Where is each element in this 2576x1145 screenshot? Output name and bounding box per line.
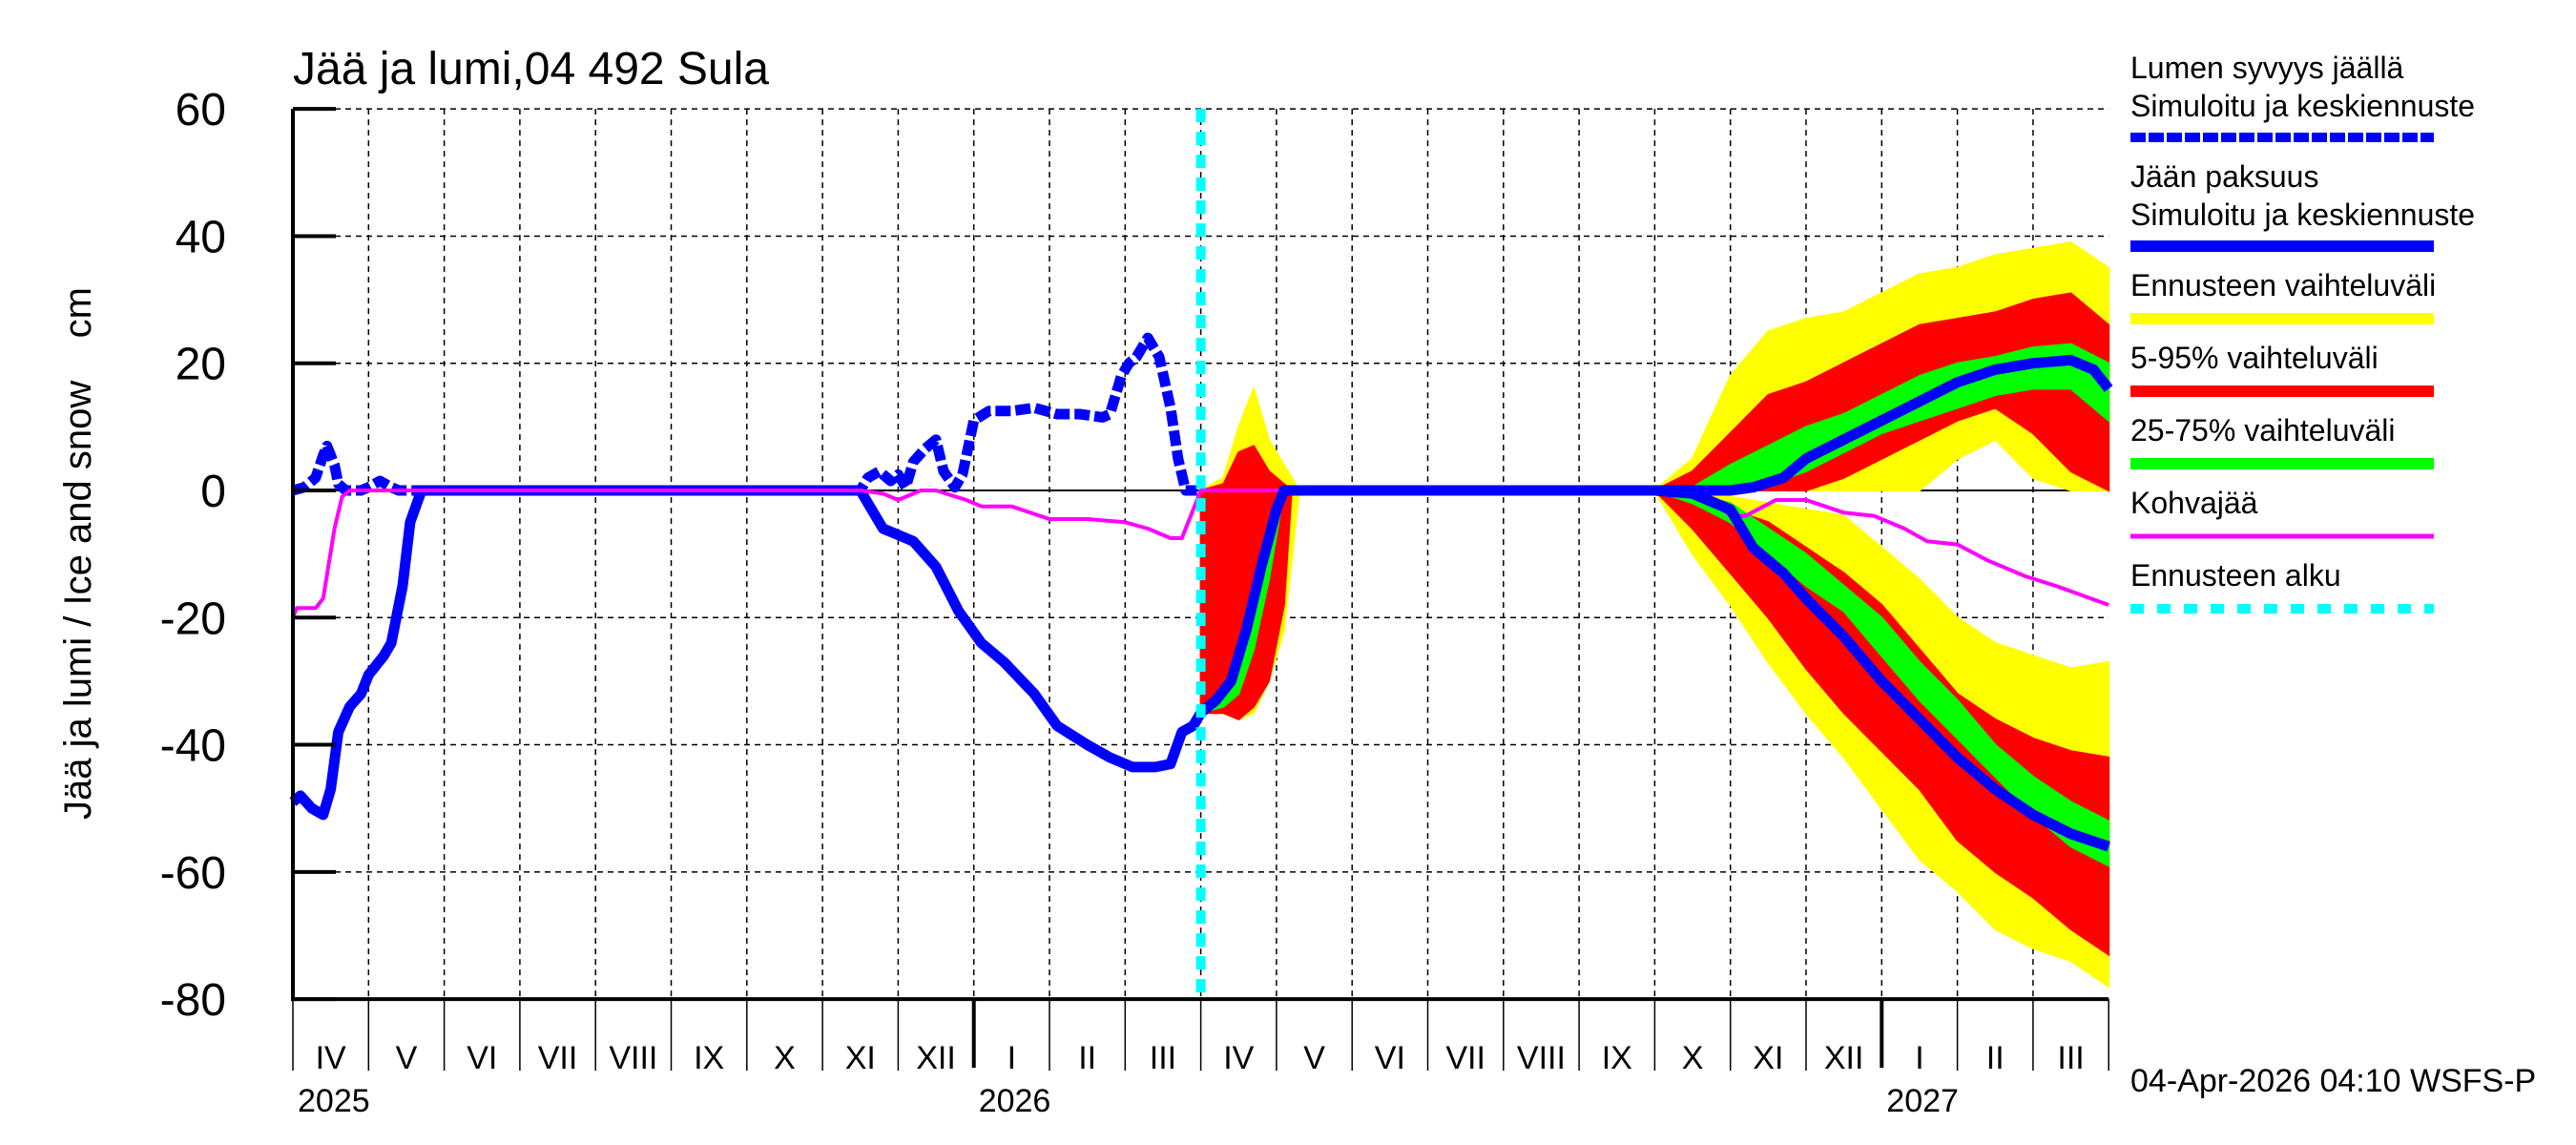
legend-item: Ennusteen vaihteluväli: [2130, 268, 2436, 324]
legend-item: Jään paksuus Simuloitu ja keskiennuste: [2130, 159, 2475, 252]
month-label: VII: [538, 1040, 578, 1076]
legend-label: Lumen syvyys jäällä: [2130, 51, 2404, 85]
chart-title: Jää ja lumi,04 492 Sula: [293, 44, 769, 94]
month-label: VI: [467, 1040, 497, 1076]
timestamp: 04-Apr-2026 04:10 WSFS-P: [2130, 1063, 2536, 1099]
legend-label: Kohvajää: [2130, 486, 2258, 520]
x-axis-month-ticks: IV V VI VII VIII IX X XI XII I II III IV V VI VII VIII IX…: [292, 999, 2109, 1119]
legend: Lumen syvyys jäällä Simuloitu ja keskienn…: [2130, 51, 2475, 614]
month-label: XI: [845, 1040, 876, 1076]
legend-label: Simuloitu ja keskiennuste: [2130, 198, 2475, 232]
month-label: II: [1986, 1040, 2005, 1076]
forecast-bands: [1199, 241, 2110, 989]
month-label: III: [2057, 1040, 2084, 1076]
month-label: XII: [1824, 1040, 1864, 1076]
y-tick-label: 40: [176, 212, 226, 262]
month-label: XI: [1753, 1040, 1783, 1076]
legend-item: 5-95% vaihteluväli: [2130, 341, 2434, 397]
month-label: II: [1078, 1040, 1096, 1076]
month-label: VII: [1445, 1040, 1485, 1076]
month-label: III: [1150, 1040, 1176, 1076]
month-label: VIII: [1517, 1040, 1566, 1076]
month-label: V: [1303, 1040, 1325, 1076]
legend-item: 25-75% vaihteluväli: [2130, 413, 2434, 469]
month-label: X: [1682, 1040, 1704, 1076]
month-label: IV: [1223, 1040, 1254, 1076]
legend-item: Kohvajää: [2130, 486, 2434, 539]
series-line: [291, 332, 1197, 496]
month-label: VIII: [609, 1040, 657, 1076]
y-tick-label: -60: [160, 848, 226, 899]
band-area: [1199, 445, 1293, 721]
year-label: 2027: [1886, 1083, 1959, 1119]
year-label: 2025: [298, 1083, 370, 1119]
month-label: V: [396, 1040, 418, 1076]
month-label: IV: [316, 1040, 346, 1076]
y-tick-label: 0: [200, 467, 226, 517]
legend-item: Lumen syvyys jäällä Simuloitu ja keskienn…: [2130, 51, 2475, 142]
month-label: VI: [1375, 1040, 1405, 1076]
y-tick-label: 60: [176, 85, 226, 135]
month-label: IX: [1602, 1040, 1632, 1076]
y-tick-label: 20: [176, 340, 226, 390]
series-line: [289, 485, 1206, 821]
y-tick-label: -20: [160, 593, 226, 644]
y-axis-ticks: 60 40 20 0 -20 -40 -60 -80: [160, 85, 336, 1026]
month-label: XII: [916, 1040, 956, 1076]
year-label: 2026: [979, 1083, 1051, 1119]
month-label: I: [1915, 1040, 1923, 1076]
series-line: [1197, 485, 2110, 852]
legend-label: Simuloitu ja keskiennuste: [2130, 89, 2475, 123]
month-label: X: [774, 1040, 796, 1076]
legend-label: 25-75% vaihteluväli: [2130, 413, 2396, 448]
legend-label: 5-95% vaihteluväli: [2130, 341, 2379, 375]
month-label: I: [1008, 1040, 1016, 1076]
legend-label: Ennusteen vaihteluväli: [2130, 268, 2436, 302]
y-axis-label: Jää ja lumi / Ice and snow cm: [57, 287, 99, 820]
data-series: [289, 332, 2113, 852]
legend-label: Ennusteen alku: [2130, 558, 2341, 593]
y-tick-label: -40: [160, 721, 226, 772]
legend-label: Jään paksuus: [2130, 159, 2318, 194]
month-label: IX: [694, 1040, 724, 1076]
legend-item: Ennusteen alku: [2130, 558, 2434, 614]
y-tick-label: -80: [160, 975, 226, 1026]
series-line: [291, 489, 2109, 619]
series-line: [1654, 354, 2113, 496]
